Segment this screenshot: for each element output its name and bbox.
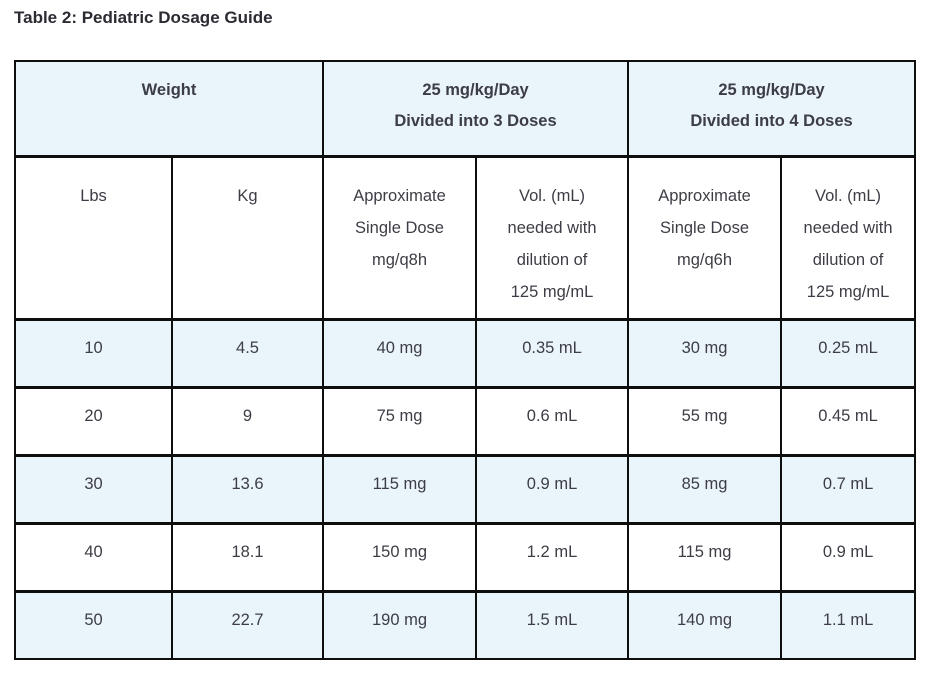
table-body: 10 4.5 40 mg 0.35 mL 30 mg 0.25 mL 20 9 … [14, 317, 917, 660]
table-cell: 115 mg [627, 521, 783, 593]
table-row: 40 18.1 150 mg 1.2 mL 115 mg 0.9 mL [14, 521, 917, 593]
table-cell: 55 mg [627, 385, 783, 457]
table-cell: 0.35 mL [475, 317, 630, 389]
table-row: 10 4.5 40 mg 0.35 mL 30 mg 0.25 mL [14, 317, 917, 389]
table-cell: 140 mg [627, 589, 783, 660]
table-cell: 30 [14, 453, 173, 525]
group-header-4-doses: 25 mg/kg/Day Divided into 4 Doses [627, 60, 917, 158]
col-header-vol-4-doses: Vol. (mL) needed with dilution of 125 mg… [780, 154, 917, 321]
table-cell: 85 mg [627, 453, 783, 525]
group-header-weight: Weight [13, 60, 325, 158]
table-cell: 20 [14, 385, 173, 457]
table-cell: 0.25 mL [780, 317, 917, 389]
table-cell: 30 mg [627, 317, 783, 389]
table-cell: 150 mg [322, 521, 478, 593]
table-cell: 0.6 mL [475, 385, 630, 457]
table-cell: 190 mg [322, 589, 478, 660]
table-cell: 115 mg [322, 453, 478, 525]
table-cell: 10 [14, 317, 173, 389]
col-header-kg: Kg [170, 154, 325, 321]
col-header-vol-3-doses: Vol. (mL) needed with dilution of 125 mg… [475, 154, 630, 321]
header-column-row: Lbs Kg Approximate Single Dose mg/q8h Vo… [14, 154, 917, 321]
table-cell: 0.7 mL [780, 453, 917, 525]
table-cell: 0.9 mL [475, 453, 630, 525]
table-cell: 75 mg [322, 385, 478, 457]
table-cell: 50 [14, 589, 173, 660]
table-cell: 18.1 [170, 521, 325, 593]
pediatric-dosage-table: Weight 25 mg/kg/Day Divided into 3 Doses… [13, 60, 917, 660]
table-cell: 40 [14, 521, 173, 593]
col-header-single-dose-q8h: Approximate Single Dose mg/q8h [322, 154, 478, 321]
group-header-3-doses: 25 mg/kg/Day Divided into 3 Doses [322, 60, 630, 158]
table-header: Weight 25 mg/kg/Day Divided into 3 Doses… [13, 60, 917, 321]
table-cell: 0.45 mL [780, 385, 917, 457]
header-group-row: Weight 25 mg/kg/Day Divided into 3 Doses… [13, 60, 917, 158]
table-row: 50 22.7 190 mg 1.5 mL 140 mg 1.1 mL [14, 589, 917, 660]
table-cell: 1.2 mL [475, 521, 630, 593]
table-cell: 22.7 [170, 589, 325, 660]
page: Table 2: Pediatric Dosage Guide Weight 2… [13, 8, 917, 660]
table-cell: 0.9 mL [780, 521, 917, 593]
col-header-lbs: Lbs [14, 154, 173, 321]
table-cell: 1.5 mL [475, 589, 630, 660]
table-row: 30 13.6 115 mg 0.9 mL 85 mg 0.7 mL [14, 453, 917, 525]
table-cell: 9 [170, 385, 325, 457]
table-cell: 4.5 [170, 317, 325, 389]
table-cell: 1.1 mL [780, 589, 917, 660]
col-header-single-dose-q6h: Approximate Single Dose mg/q6h [627, 154, 783, 321]
table-row: 20 9 75 mg 0.6 mL 55 mg 0.45 mL [14, 385, 917, 457]
table-cell: 13.6 [170, 453, 325, 525]
table-cell: 40 mg [322, 317, 478, 389]
page-title: Table 2: Pediatric Dosage Guide [14, 8, 273, 27]
